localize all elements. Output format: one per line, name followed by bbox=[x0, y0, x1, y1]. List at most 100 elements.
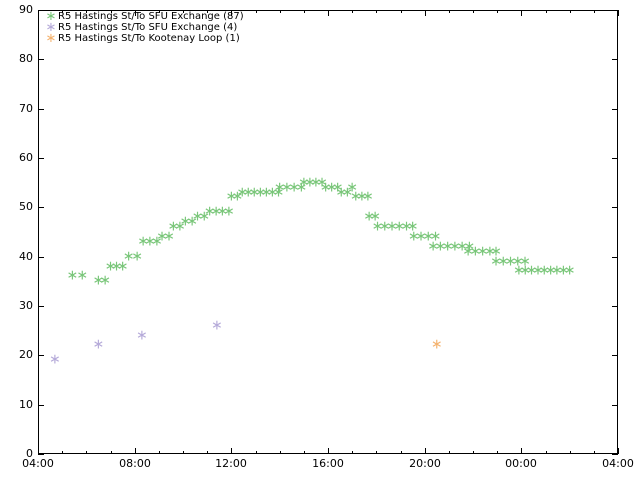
x-major-tick bbox=[135, 448, 136, 454]
legend-label: R5 Hastings St/To SFU Exchange (87) bbox=[58, 11, 244, 22]
x-tick-label: 08:00 bbox=[119, 457, 151, 470]
legend-item: ∗ R5 Hastings St/To SFU Exchange (4) bbox=[44, 20, 244, 35]
legend-label: R5 Hastings St/To SFU Exchange (4) bbox=[58, 22, 238, 33]
data-point: ∗ bbox=[191, 208, 204, 225]
x-minor-tick bbox=[497, 10, 498, 13]
data-point: ∗ bbox=[490, 253, 502, 270]
x-tick-label: 16:00 bbox=[312, 457, 344, 470]
plot-area bbox=[38, 10, 618, 454]
data-point: ∗ bbox=[156, 228, 168, 245]
data-point: ∗ bbox=[341, 183, 354, 200]
data-point: ∗ bbox=[538, 262, 551, 279]
x-minor-tick bbox=[111, 10, 112, 13]
y-major-tick bbox=[38, 306, 44, 307]
x-tick-label: 20:00 bbox=[409, 457, 441, 470]
data-point: ∗ bbox=[331, 179, 344, 196]
x-major-tick bbox=[328, 10, 329, 16]
data-point: ∗ bbox=[532, 262, 544, 279]
data-point: ∗ bbox=[463, 238, 476, 255]
x-minor-tick bbox=[449, 451, 450, 454]
x-minor-tick bbox=[594, 10, 595, 13]
x-minor-tick bbox=[570, 451, 571, 454]
x-minor-tick bbox=[570, 10, 571, 13]
y-major-tick bbox=[38, 207, 44, 208]
y-tick-label: 40 bbox=[19, 250, 33, 263]
data-point: ∗ bbox=[504, 253, 517, 270]
x-minor-tick bbox=[594, 451, 595, 454]
x-minor-tick bbox=[376, 10, 377, 13]
y-major-tick bbox=[612, 59, 618, 60]
y-major-tick bbox=[38, 257, 44, 258]
x-major-tick bbox=[521, 448, 522, 454]
legend-label: R5 Hastings St/To Kootenay Loop (1) bbox=[58, 33, 240, 44]
x-minor-tick bbox=[280, 451, 281, 454]
y-major-tick bbox=[612, 306, 618, 307]
x-major-tick bbox=[618, 448, 619, 454]
x-minor-tick bbox=[256, 10, 257, 13]
data-point: ∗ bbox=[66, 267, 79, 284]
data-point: ∗ bbox=[144, 233, 156, 250]
data-point: ∗ bbox=[476, 243, 489, 260]
data-point: ∗ bbox=[288, 179, 301, 196]
data-point: ∗ bbox=[434, 238, 447, 255]
x-minor-tick bbox=[86, 10, 87, 13]
data-point: ∗ bbox=[99, 272, 112, 289]
data-point: ∗ bbox=[511, 253, 524, 270]
legend: ∗ R5 Hastings St/To SFU Exchange (87) ∗ R5 … bbox=[44, 9, 244, 46]
data-point: ∗ bbox=[231, 188, 244, 205]
y-major-tick bbox=[38, 158, 44, 159]
y-major-tick bbox=[612, 257, 618, 258]
data-point: ∗ bbox=[525, 262, 538, 279]
x-minor-tick bbox=[183, 10, 184, 13]
x-major-tick bbox=[618, 10, 619, 16]
data-point: ∗ bbox=[163, 228, 175, 245]
data-point: ∗ bbox=[173, 218, 186, 235]
data-point: ∗ bbox=[386, 218, 398, 235]
data-point: ∗ bbox=[179, 213, 192, 230]
data-point: ∗ bbox=[203, 203, 216, 220]
legend-item: ∗ R5 Hastings St/To Kootenay Loop (1) bbox=[44, 31, 244, 46]
x-tick-label: 04:00 bbox=[22, 457, 54, 470]
data-point: ∗ bbox=[266, 183, 279, 200]
x-minor-tick bbox=[546, 451, 547, 454]
y-major-tick bbox=[38, 59, 44, 60]
data-point: ∗ bbox=[462, 243, 475, 260]
x-minor-tick bbox=[256, 451, 257, 454]
data-point: ∗ bbox=[316, 174, 328, 191]
y-major-tick bbox=[38, 109, 44, 110]
data-point: ∗ bbox=[92, 336, 105, 353]
x-minor-tick bbox=[352, 451, 353, 454]
y-major-tick bbox=[38, 355, 44, 356]
data-point: ∗ bbox=[122, 248, 135, 265]
y-major-tick bbox=[612, 158, 618, 159]
data-point: ∗ bbox=[513, 262, 525, 279]
data-point: ∗ bbox=[76, 267, 89, 284]
x-tick-label: 00:00 bbox=[505, 457, 537, 470]
asterisk-marker-icon: ∗ bbox=[45, 9, 57, 24]
data-point: ∗ bbox=[349, 188, 362, 205]
x-major-tick bbox=[38, 448, 39, 454]
data-point: ∗ bbox=[519, 253, 531, 270]
x-minor-tick bbox=[473, 451, 474, 454]
asterisk-marker-icon: ∗ bbox=[45, 20, 57, 35]
y-major-tick bbox=[38, 10, 44, 11]
y-major-tick bbox=[612, 355, 618, 356]
data-point: ∗ bbox=[137, 233, 149, 250]
asterisk-marker-icon: ∗ bbox=[45, 31, 57, 46]
data-point: ∗ bbox=[441, 238, 454, 255]
data-point: ∗ bbox=[236, 183, 249, 200]
data-point: ∗ bbox=[319, 179, 332, 196]
data-point: ∗ bbox=[422, 228, 435, 245]
data-point: ∗ bbox=[497, 253, 510, 270]
x-tick-label: 04:00 bbox=[602, 457, 634, 470]
x-major-tick bbox=[328, 448, 329, 454]
data-point: ∗ bbox=[550, 262, 563, 279]
y-major-tick bbox=[612, 454, 618, 455]
data-point: ∗ bbox=[272, 183, 285, 200]
y-major-tick bbox=[612, 207, 618, 208]
data-point: ∗ bbox=[407, 228, 420, 245]
data-point: ∗ bbox=[427, 238, 439, 255]
data-point: ∗ bbox=[49, 351, 61, 368]
y-tick-label: 90 bbox=[19, 3, 33, 16]
